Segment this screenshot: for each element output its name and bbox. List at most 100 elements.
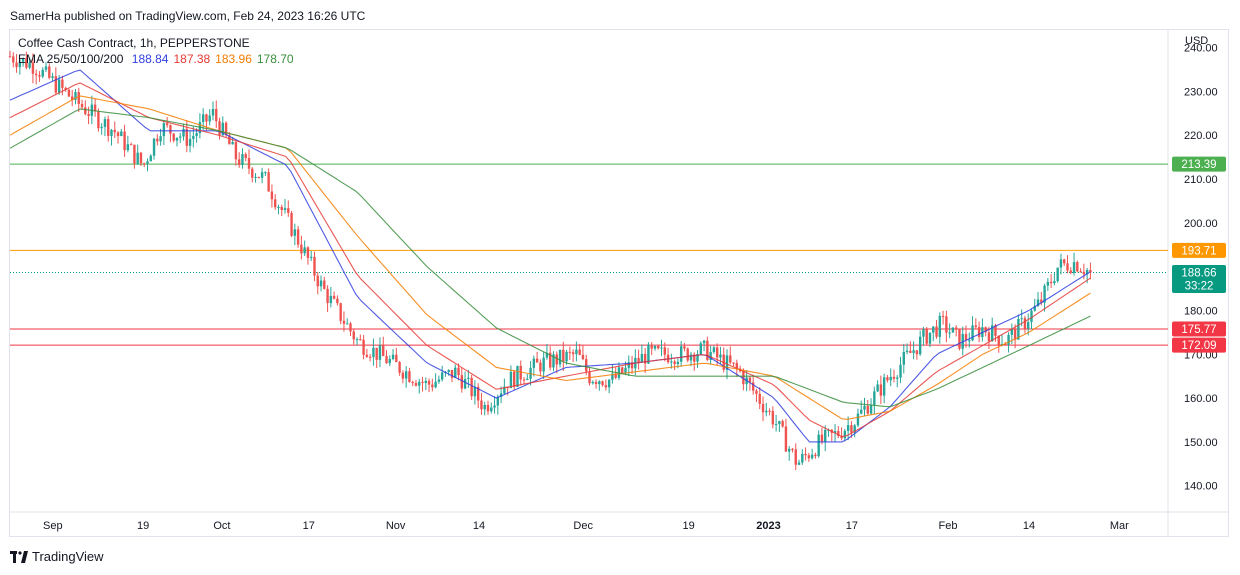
candle-body [97, 111, 100, 129]
candle-body [476, 386, 480, 401]
candle-body [195, 133, 198, 136]
candle-body [869, 404, 873, 414]
candle-body [935, 326, 938, 337]
candle-body [352, 331, 355, 340]
candle-body [267, 172, 270, 192]
candle-body [467, 377, 470, 380]
candle-body [709, 351, 712, 360]
candle-body [843, 430, 847, 439]
candle-body [860, 409, 863, 414]
candle-body [630, 362, 634, 369]
tradingview-logo-icon [10, 550, 28, 563]
candle-body [38, 75, 41, 77]
candle-body [493, 405, 496, 408]
ema-legend-row[interactable]: EMA 25/50/100/200 188.84 187.38 183.96 178.… [18, 51, 294, 67]
candle-body [143, 163, 146, 165]
candle-body [437, 379, 441, 382]
candle-body [814, 454, 817, 457]
candle-body [1089, 269, 1092, 273]
candle-body [539, 362, 542, 372]
candle-body [326, 288, 329, 304]
candle-body [977, 327, 981, 337]
candle-body [1059, 259, 1063, 268]
candle-body [751, 382, 755, 391]
ema-line-ema-50[interactable] [9, 82, 1091, 438]
candle-body [499, 393, 503, 397]
candle-body [810, 454, 814, 459]
candle-body [791, 448, 794, 450]
candle-body [44, 66, 48, 70]
candle-body [951, 327, 955, 333]
candle-body [172, 133, 175, 141]
candle-body [621, 367, 624, 374]
x-tick-label: 19 [137, 520, 149, 532]
legend-title[interactable]: Coffee Cash Contract, 1h, PEPPERSTONE [18, 36, 250, 50]
candle-body [1066, 263, 1069, 271]
candle-body [689, 354, 693, 361]
candle-body [915, 350, 919, 355]
candle-body [856, 413, 860, 426]
candle-body [735, 362, 739, 369]
candle-body [185, 128, 188, 146]
candle-body [408, 371, 411, 383]
candle-body [339, 303, 342, 321]
candle-body [201, 114, 205, 123]
candle-body [355, 339, 359, 341]
candle-body [440, 372, 444, 380]
candle-body [614, 373, 617, 378]
candle-body [715, 347, 719, 358]
candle-body [932, 326, 935, 333]
candle-body [971, 325, 974, 341]
candle-body [673, 361, 676, 365]
candle-body [473, 386, 477, 397]
candle-body [362, 339, 365, 355]
ema-line-ema-100[interactable] [9, 95, 1091, 420]
brand-name[interactable]: TradingView [32, 549, 104, 564]
x-tick-label: Dec [573, 520, 593, 532]
candle-body [850, 425, 853, 433]
candle-body [457, 367, 460, 376]
candle-body [807, 455, 811, 459]
candle-body [77, 92, 80, 104]
ema-line-ema-200[interactable] [9, 108, 1091, 408]
candle-body [80, 103, 84, 108]
price-label-text: 188.66 [1181, 267, 1216, 279]
candle-body [1072, 262, 1076, 273]
candle-body [385, 356, 388, 364]
price-label-badge [1172, 264, 1226, 293]
candle-body [296, 229, 300, 245]
ema-line-ema-25[interactable] [9, 69, 1091, 443]
candle-body [918, 336, 922, 355]
price-label-badge [1172, 321, 1226, 337]
candle-body [863, 405, 866, 410]
candle-body [447, 369, 450, 373]
candle-body [585, 359, 588, 372]
candle-body [51, 76, 54, 78]
candle-body [133, 144, 136, 164]
candle-body [997, 335, 1000, 345]
candle-body [604, 385, 608, 388]
candle-body [313, 256, 316, 276]
candle-body [941, 315, 945, 317]
x-tick-label: 14 [1023, 520, 1035, 532]
candle-body [1004, 343, 1007, 345]
candle-body [404, 371, 408, 379]
candle-body [653, 345, 657, 349]
candle-body [725, 355, 729, 370]
y-tick-label: 240.00 [1184, 43, 1218, 55]
candle-body [480, 400, 483, 410]
candle-body [1082, 271, 1086, 275]
candle-body [647, 344, 650, 364]
candle-body [535, 358, 539, 363]
candle-body [21, 58, 25, 62]
candle-body [34, 73, 38, 76]
candle-body [1085, 269, 1089, 275]
candle-body [254, 176, 257, 178]
candle-body [54, 76, 58, 93]
candle-body [833, 431, 837, 433]
candle-body [113, 129, 116, 133]
candle-body [434, 381, 437, 388]
candle-body [270, 191, 274, 200]
candle-body [892, 376, 896, 379]
